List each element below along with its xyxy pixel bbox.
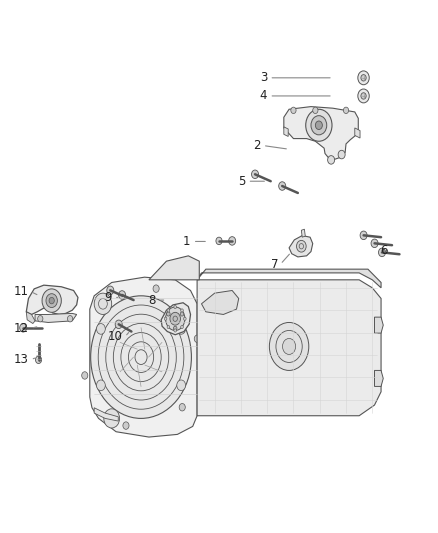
Circle shape (315, 121, 322, 130)
Circle shape (115, 320, 122, 328)
Polygon shape (374, 370, 383, 386)
Polygon shape (289, 236, 313, 257)
Circle shape (360, 231, 367, 240)
Circle shape (184, 317, 186, 320)
Circle shape (42, 289, 61, 312)
Circle shape (181, 326, 184, 329)
Polygon shape (26, 312, 35, 324)
Circle shape (269, 322, 309, 370)
Text: 10: 10 (108, 330, 123, 343)
Circle shape (229, 237, 236, 245)
Circle shape (119, 290, 126, 299)
Circle shape (96, 380, 105, 391)
Polygon shape (26, 285, 78, 314)
Circle shape (343, 107, 349, 114)
Text: 12: 12 (14, 322, 28, 335)
Circle shape (153, 285, 159, 293)
Circle shape (216, 237, 222, 245)
Circle shape (170, 312, 180, 325)
Circle shape (49, 297, 54, 304)
Circle shape (177, 380, 186, 391)
Text: 3: 3 (260, 71, 267, 84)
Circle shape (328, 156, 335, 164)
Circle shape (67, 316, 73, 322)
Circle shape (97, 303, 103, 311)
Circle shape (361, 93, 366, 99)
Circle shape (20, 324, 27, 332)
Circle shape (313, 107, 318, 114)
Circle shape (306, 109, 332, 141)
Circle shape (358, 71, 369, 85)
Circle shape (283, 338, 296, 354)
Text: 11: 11 (14, 285, 28, 298)
Text: 2: 2 (253, 139, 261, 152)
Polygon shape (355, 128, 360, 138)
Text: 7: 7 (271, 258, 278, 271)
Polygon shape (197, 269, 381, 288)
Circle shape (167, 309, 170, 312)
Circle shape (35, 356, 42, 364)
Circle shape (91, 296, 191, 418)
Circle shape (279, 182, 286, 190)
Text: 9: 9 (104, 291, 112, 304)
Circle shape (361, 75, 366, 81)
Circle shape (174, 329, 177, 332)
Circle shape (371, 239, 378, 248)
Circle shape (291, 107, 296, 114)
Circle shape (311, 116, 327, 135)
Circle shape (180, 312, 184, 316)
Text: 6: 6 (380, 244, 388, 257)
Circle shape (166, 307, 185, 330)
Circle shape (181, 309, 184, 312)
Text: 13: 13 (14, 353, 28, 366)
Circle shape (297, 240, 306, 252)
Polygon shape (161, 303, 191, 335)
Text: 8: 8 (148, 294, 155, 306)
Polygon shape (94, 408, 118, 421)
Circle shape (104, 409, 120, 428)
Circle shape (46, 294, 57, 308)
Circle shape (173, 326, 177, 330)
Polygon shape (35, 313, 77, 322)
Circle shape (38, 316, 43, 322)
Polygon shape (90, 277, 197, 437)
Circle shape (179, 403, 185, 411)
Polygon shape (374, 317, 383, 333)
Circle shape (107, 286, 114, 295)
Circle shape (338, 150, 345, 159)
Circle shape (94, 293, 112, 314)
Circle shape (358, 89, 369, 103)
Text: 1: 1 (183, 235, 191, 248)
Circle shape (123, 422, 129, 429)
Polygon shape (197, 280, 381, 416)
Polygon shape (301, 229, 305, 237)
Circle shape (164, 317, 167, 320)
Polygon shape (201, 290, 239, 314)
Circle shape (82, 372, 88, 379)
Text: 4: 4 (260, 90, 267, 102)
Circle shape (251, 170, 258, 179)
Text: 5: 5 (238, 175, 245, 188)
Polygon shape (284, 107, 358, 160)
Circle shape (378, 248, 385, 257)
Polygon shape (149, 256, 199, 280)
Circle shape (174, 305, 177, 309)
Circle shape (166, 312, 170, 316)
Circle shape (96, 324, 105, 334)
Circle shape (167, 326, 170, 329)
Polygon shape (284, 127, 288, 136)
Circle shape (177, 324, 186, 334)
Circle shape (194, 335, 200, 343)
